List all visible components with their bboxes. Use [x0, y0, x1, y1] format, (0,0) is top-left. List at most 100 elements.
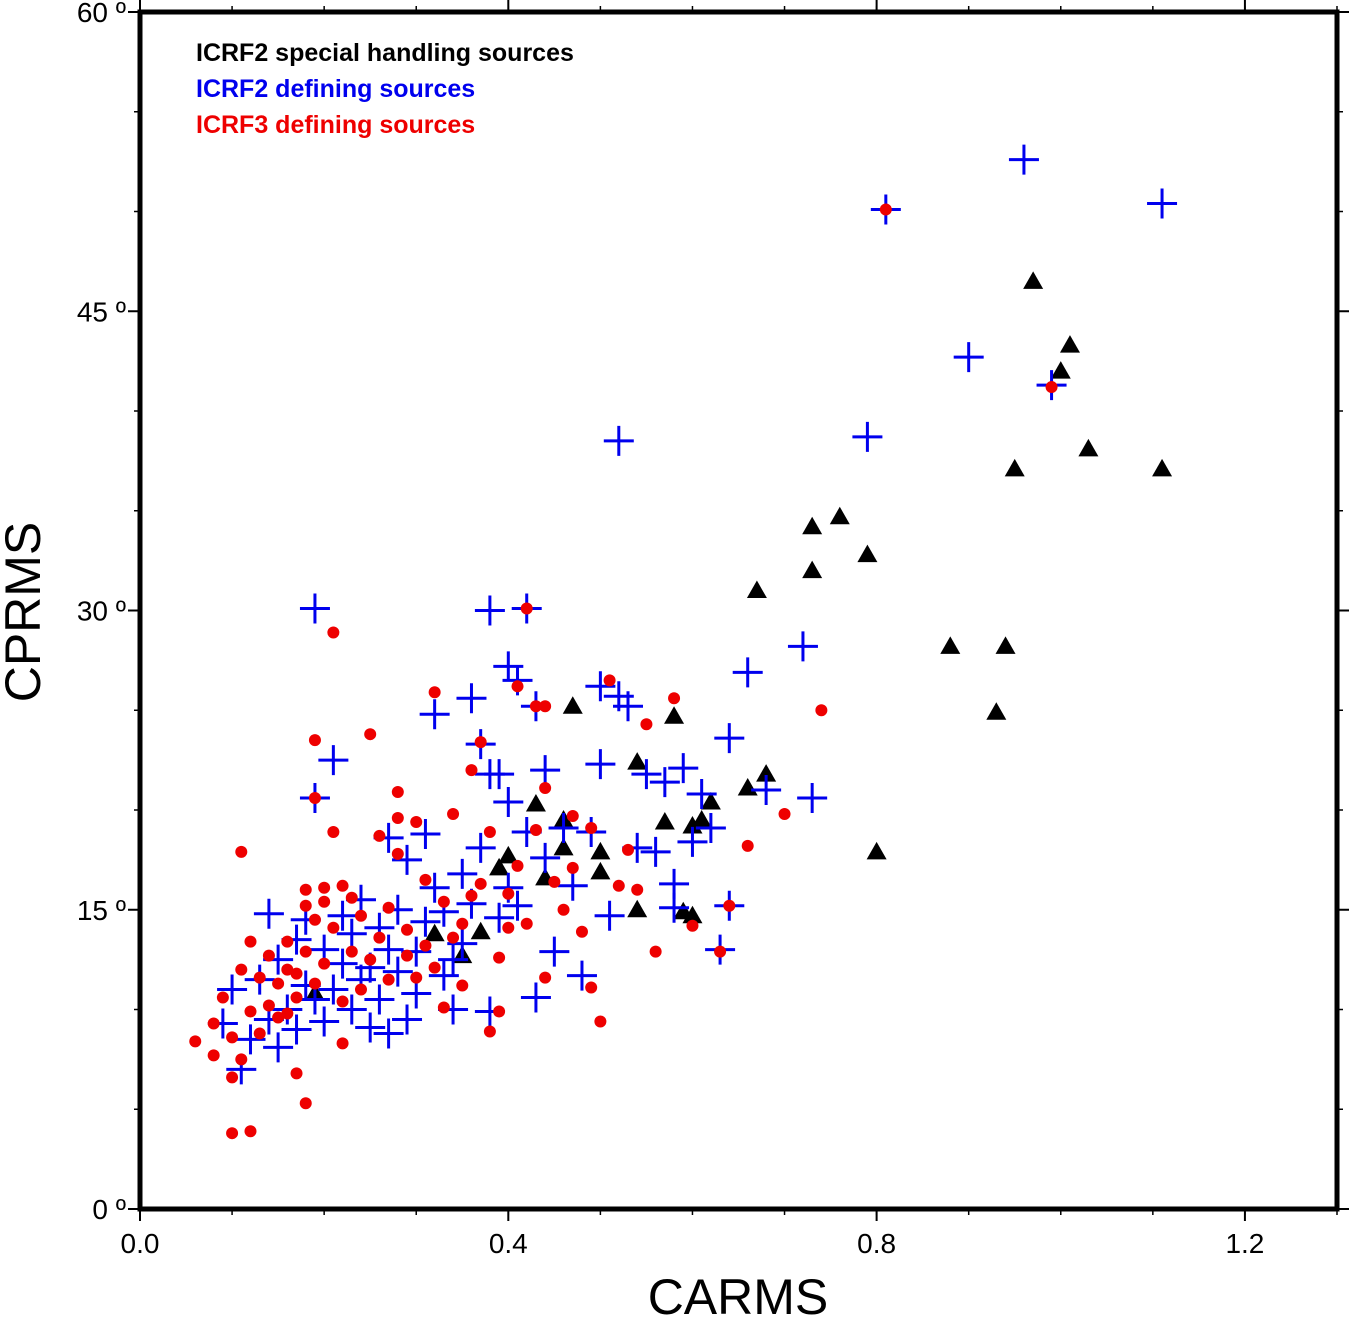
data-point-cross [309, 1006, 340, 1037]
data-point-circle [373, 931, 386, 944]
data-point-circle [723, 899, 736, 912]
data-point-circle [318, 895, 331, 908]
data-point-circle [391, 847, 404, 860]
data-point-cross [548, 812, 579, 843]
data-point-triangle [627, 899, 648, 918]
data-point-circle [281, 963, 294, 976]
data-point-circle [879, 203, 892, 216]
data-point-circle [299, 1097, 312, 1110]
data-point-cross [686, 779, 717, 810]
data-point-circle [235, 1053, 248, 1066]
data-point-cross [787, 631, 818, 662]
legend-entry-icrf2-defining: ICRF2 defining sources [196, 75, 475, 103]
data-point-cross [465, 832, 496, 863]
data-point-cross [263, 1032, 294, 1063]
data-point-circle [189, 1035, 202, 1048]
data-point-cross [382, 956, 413, 987]
data-point-cross [299, 593, 330, 624]
data-point-circle [299, 945, 312, 958]
data-point-cross [493, 787, 524, 818]
y-tick-label: 30 º [77, 596, 126, 627]
data-point-circle [281, 935, 294, 948]
data-series [189, 144, 1178, 1140]
data-point-circle [465, 764, 478, 777]
y-tick-label: 45 º [77, 296, 126, 327]
data-point-circle [437, 1001, 450, 1014]
data-point-circle [603, 674, 616, 687]
data-point-cross [410, 906, 441, 937]
data-point-circle [235, 845, 248, 858]
data-point-circle [382, 901, 395, 914]
data-point-cross [373, 934, 404, 965]
data-point-cross [502, 890, 533, 921]
data-point-circle [640, 718, 653, 731]
data-point-circle [649, 945, 662, 958]
data-point-triangle [590, 841, 611, 860]
data-point-circle [345, 945, 358, 958]
data-point-circle [336, 1037, 349, 1050]
data-point-circle [244, 1125, 257, 1138]
data-point-circle [447, 807, 460, 820]
data-point-circle [410, 971, 423, 984]
data-point-circle [815, 704, 828, 717]
data-point-circle [272, 977, 285, 990]
data-point-circle [612, 879, 625, 892]
data-point-cross [447, 858, 478, 889]
data-point-cross [677, 826, 708, 857]
data-point-circle [327, 921, 340, 934]
data-point-circle [1045, 381, 1058, 394]
data-point-triangle [1078, 438, 1099, 457]
data-point-circle [741, 839, 754, 852]
data-point-circle [483, 825, 496, 838]
data-point-circle [290, 991, 303, 1004]
data-point-cross [640, 836, 671, 867]
y-tick-label: 60 º [77, 0, 126, 28]
data-point-cross [336, 994, 367, 1025]
data-point-circle [456, 917, 469, 930]
data-point-cross [613, 691, 644, 722]
data-point-circle [207, 1017, 220, 1030]
data-point-circle [585, 821, 598, 834]
data-point-cross [530, 842, 561, 873]
data-point-circle [419, 939, 432, 952]
data-point-circle [354, 909, 367, 922]
data-point-cross [594, 900, 625, 931]
data-point-cross [484, 902, 515, 933]
data-point-cross [585, 671, 616, 702]
y-tick-label: 0 º [92, 1194, 126, 1225]
data-point-triangle [627, 752, 648, 770]
data-point-triangle [553, 837, 574, 856]
y-tick-label: 15 º [77, 895, 126, 926]
data-point-cross [566, 960, 597, 991]
data-point-triangle [700, 792, 721, 810]
data-point-circle [668, 692, 681, 705]
data-point-circle [566, 861, 579, 874]
data-point-circle [714, 945, 727, 958]
data-point-circle [299, 883, 312, 896]
data-point-cross [649, 767, 680, 798]
data-point-triangle [1023, 271, 1044, 289]
data-point-circle [575, 925, 588, 938]
data-point-triangle [682, 905, 703, 924]
data-point-circle [318, 881, 331, 894]
data-point-triangle [857, 544, 878, 563]
data-point-circle [585, 981, 598, 994]
data-point-circle [529, 823, 542, 836]
data-point-cross [235, 1024, 266, 1055]
data-point-cross [318, 974, 349, 1005]
data-point-circle [502, 921, 515, 934]
data-point-cross [732, 657, 763, 688]
data-point-cross [373, 1018, 404, 1049]
data-point-circle [493, 951, 506, 964]
x-tick-label: 0.8 [857, 1228, 896, 1259]
data-point-circle [373, 829, 386, 842]
data-point-circle [354, 983, 367, 996]
data-point-circle [686, 919, 699, 932]
data-point-circle [253, 971, 266, 984]
data-point-triangle [498, 845, 519, 864]
data-point-circle [520, 602, 533, 615]
legend-entry-special-handling: ICRF2 special handling sources [196, 39, 574, 67]
data-point-cross [217, 974, 248, 1005]
data-point-cross [318, 745, 349, 776]
data-point-cross [428, 960, 459, 991]
